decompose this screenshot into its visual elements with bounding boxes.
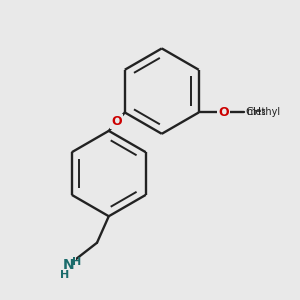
Text: O: O (218, 106, 229, 119)
Text: O: O (112, 115, 122, 128)
Text: methyl: methyl (246, 107, 280, 118)
Text: H: H (72, 257, 81, 267)
Text: CH₃: CH₃ (246, 107, 267, 118)
Text: N: N (63, 258, 75, 272)
Text: H: H (60, 270, 69, 280)
